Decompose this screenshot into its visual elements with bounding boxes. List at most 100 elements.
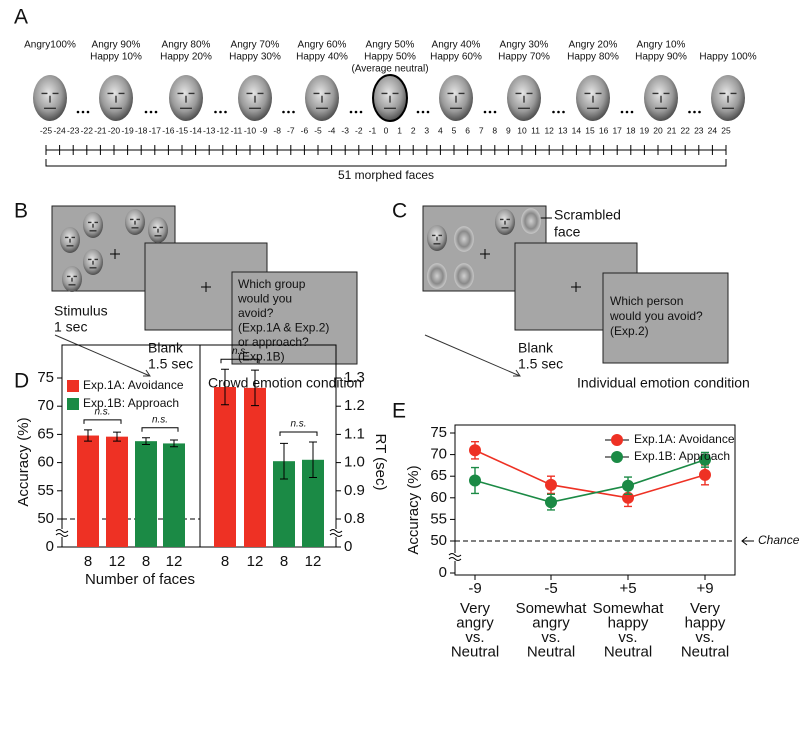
x-tick-label: 12 [109, 553, 126, 570]
ns-bracket [279, 431, 318, 437]
condition-label: Individual emotion condition [577, 375, 750, 391]
bar [214, 387, 236, 547]
panel-c: Scrambled face Blank 1.5 sec Individual … [422, 205, 750, 391]
scale-number: -8 [273, 125, 281, 135]
ellipsis-dot [86, 110, 90, 114]
series-line [474, 449, 706, 499]
scale-number: 2 [411, 125, 416, 135]
ellipsis-dot [349, 110, 353, 114]
panel-label: D [14, 370, 29, 393]
panel-label: A [14, 6, 28, 29]
bar [106, 436, 128, 547]
face-label: Happy 20% [160, 52, 212, 63]
ellipsis-dot [421, 110, 425, 114]
scale-number: 21 [667, 125, 677, 135]
legend-label: Exp.1A: Avoidance [83, 378, 184, 392]
ellipsis-dot [354, 110, 358, 114]
scale-bracket [45, 159, 727, 167]
category-description: Somewhat [593, 600, 665, 617]
face-label: Happy 80% [567, 52, 619, 63]
chance-label: Chance [758, 533, 800, 547]
face-label: Angry 60% [298, 40, 347, 51]
marker [545, 478, 557, 491]
time-arrow [424, 334, 521, 377]
face-label: Happy 10% [90, 52, 142, 63]
y-tick-label: 55 [430, 510, 447, 527]
ns-label: n.s. [152, 414, 168, 425]
x-tick-label: +5 [619, 580, 636, 597]
ellipsis-dot [76, 110, 80, 114]
face-label: Happy 70% [498, 52, 550, 63]
category-description: Neutral [681, 643, 729, 660]
face-label: Angry 80% [162, 40, 211, 51]
ns-label: n.s. [232, 346, 248, 357]
scale-caption: 51 morphed faces [338, 168, 434, 182]
y-tick-label: 0 [439, 564, 447, 581]
marker [469, 474, 481, 487]
category-description: angry [532, 614, 570, 631]
condition-label: Crowd emotion condition [208, 375, 362, 391]
scale-number: 19 [640, 125, 650, 135]
face-label: Angry 10% [637, 40, 686, 51]
y-axis-label: Accuracy (%) [405, 465, 422, 554]
category-description: happy [685, 614, 726, 631]
question-screen [602, 272, 729, 364]
panel-label: B [14, 200, 28, 223]
ellipsis-dot [224, 110, 227, 114]
y2-tick-label: 1.3 [344, 369, 365, 386]
face-features [584, 92, 602, 110]
y-tick-label: 75 [37, 369, 54, 386]
scale-number: 25 [721, 125, 731, 135]
error-bar [142, 437, 150, 446]
ellipsis-dot [81, 110, 85, 114]
face-features [432, 234, 442, 245]
x-tick-label: -5 [544, 580, 557, 597]
x-tick-label: 8 [221, 553, 229, 570]
legend-label: Exp.1B: Approach [83, 396, 179, 410]
scrambled-face [427, 263, 447, 289]
legend-swatch [67, 398, 79, 410]
ns-label: n.s. [290, 419, 306, 430]
x-tick-label: 8 [280, 553, 288, 570]
scale-number: -15 [176, 125, 189, 135]
scale-number: -25 [40, 125, 53, 135]
category-description: Very [460, 600, 491, 617]
scale-number: 22 [680, 125, 690, 135]
face-label: Angry 20% [569, 40, 618, 51]
scale-number: -17 [149, 125, 162, 135]
scale-number: -21 [94, 125, 107, 135]
category-description: Very [690, 600, 721, 617]
marker [699, 468, 711, 481]
legend-label: Exp.1A: Avoidance [634, 432, 735, 446]
category-description: vs. [618, 629, 637, 646]
x-tick-label: 12 [305, 553, 322, 570]
legend-marker [611, 451, 623, 463]
ellipsis-dot [219, 110, 222, 114]
ellipsis-dot [693, 110, 696, 114]
face-label: Happy 60% [430, 52, 482, 63]
scale-number: -4 [328, 125, 336, 135]
x-tick-label: -9 [468, 580, 481, 597]
error-bar [221, 368, 229, 406]
face-label: Angry 40% [432, 40, 481, 51]
scale-number: 6 [465, 125, 470, 135]
fixation-cross [110, 249, 211, 292]
ns-bracket [141, 427, 179, 432]
blank-label: Blank [148, 340, 184, 356]
ellipsis-dot [562, 110, 565, 114]
face-label: Happy 50% [364, 52, 416, 63]
face-label: Happy 90% [635, 52, 687, 63]
bar [244, 387, 266, 547]
face-features [177, 92, 195, 110]
legend-marker [611, 434, 623, 446]
stimulus-label: Stimulus [54, 303, 108, 319]
y-tick-label: 0 [46, 538, 54, 555]
category-description: Neutral [451, 643, 499, 660]
category-description: vs. [541, 629, 560, 646]
legend-label: Exp.1B: Approach [634, 449, 730, 463]
ellipsis-dot [359, 110, 363, 114]
face-label: Angry 90% [92, 40, 141, 51]
x-tick-label: +9 [696, 580, 713, 597]
axis-break [448, 553, 462, 561]
scale-number: -20 [108, 125, 121, 135]
